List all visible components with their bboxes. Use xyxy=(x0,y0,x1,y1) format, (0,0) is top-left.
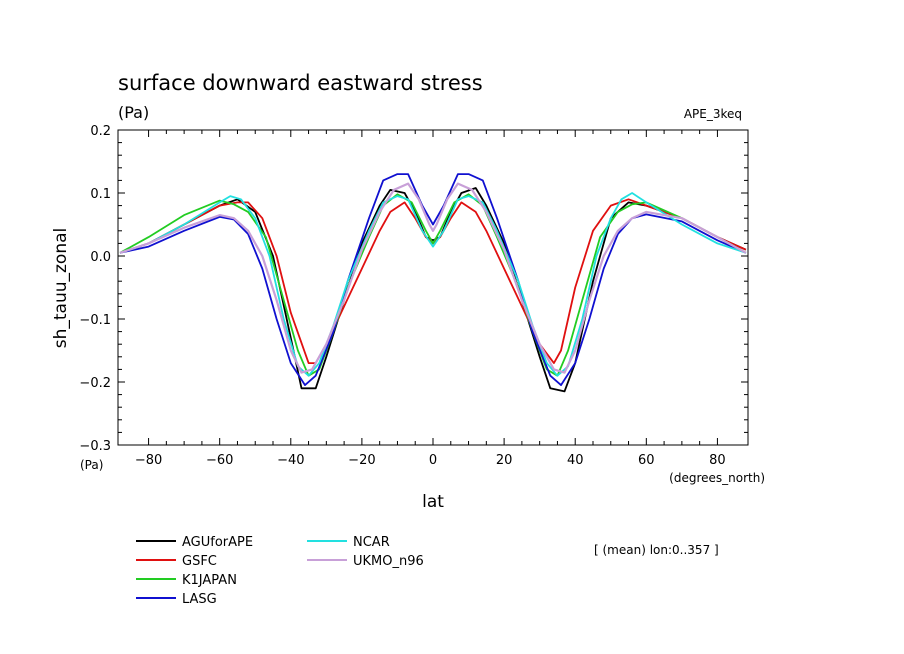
series-line-aguforape xyxy=(119,187,747,393)
x-tick-label: 20 xyxy=(496,453,513,468)
y-tick-label: 0.0 xyxy=(90,250,111,265)
x-tick-label: 60 xyxy=(638,453,655,468)
mean-note: [ (mean) lon:0..357 ] xyxy=(594,543,719,557)
y-tick-label: 0.2 xyxy=(90,124,111,139)
x-tick-label: 0 xyxy=(429,453,437,468)
y-tick-label: −0.3 xyxy=(79,439,111,454)
series-line-ncar xyxy=(119,192,747,377)
x-tick-label: −60 xyxy=(206,453,233,468)
y-tick-label: −0.1 xyxy=(79,313,111,328)
x-tick-label: −80 xyxy=(135,453,162,468)
units-label: (Pa) xyxy=(118,103,149,122)
legend-label: NCAR xyxy=(353,535,390,550)
legend-label: AGUforAPE xyxy=(182,535,253,550)
run-label: APE_3keq xyxy=(684,107,742,121)
y-tick-label: 0.1 xyxy=(90,187,111,202)
legend-label: K1JAPAN xyxy=(182,573,237,588)
chart-title: surface downward eastward stress xyxy=(118,71,483,95)
series-line-k1japan xyxy=(119,193,747,377)
x-tick-label: −40 xyxy=(277,453,304,468)
series-layer xyxy=(119,173,747,393)
y-axis-label: sh_tauu_zonal xyxy=(51,228,71,349)
legend-label: LASG xyxy=(182,592,217,607)
x-tick-label: 80 xyxy=(709,453,726,468)
x-tick-label: −20 xyxy=(348,453,375,468)
y-unit-label: (Pa) xyxy=(80,458,103,472)
x-unit-label: (degrees_north) xyxy=(669,471,765,485)
legend-label: GSFC xyxy=(182,554,217,569)
x-tick-label: 40 xyxy=(567,453,584,468)
series-line-lasg xyxy=(119,173,747,387)
legend-label: UKMO_n96 xyxy=(353,554,424,569)
y-tick-label: −0.2 xyxy=(79,376,111,391)
legend: AGUforAPE GSFC K1JAPAN LASG NCAR UKMO_n96 xyxy=(136,535,424,607)
plot-frame xyxy=(117,129,749,446)
ticks-layer: −80 −60 −40 −20 0 20 40 60 80 −0.3 −0.2 −0.1 0.0 0.1 0… xyxy=(79,124,748,468)
series-line-ukmo_n96 xyxy=(119,182,747,374)
x-axis-label: lat xyxy=(422,492,444,512)
